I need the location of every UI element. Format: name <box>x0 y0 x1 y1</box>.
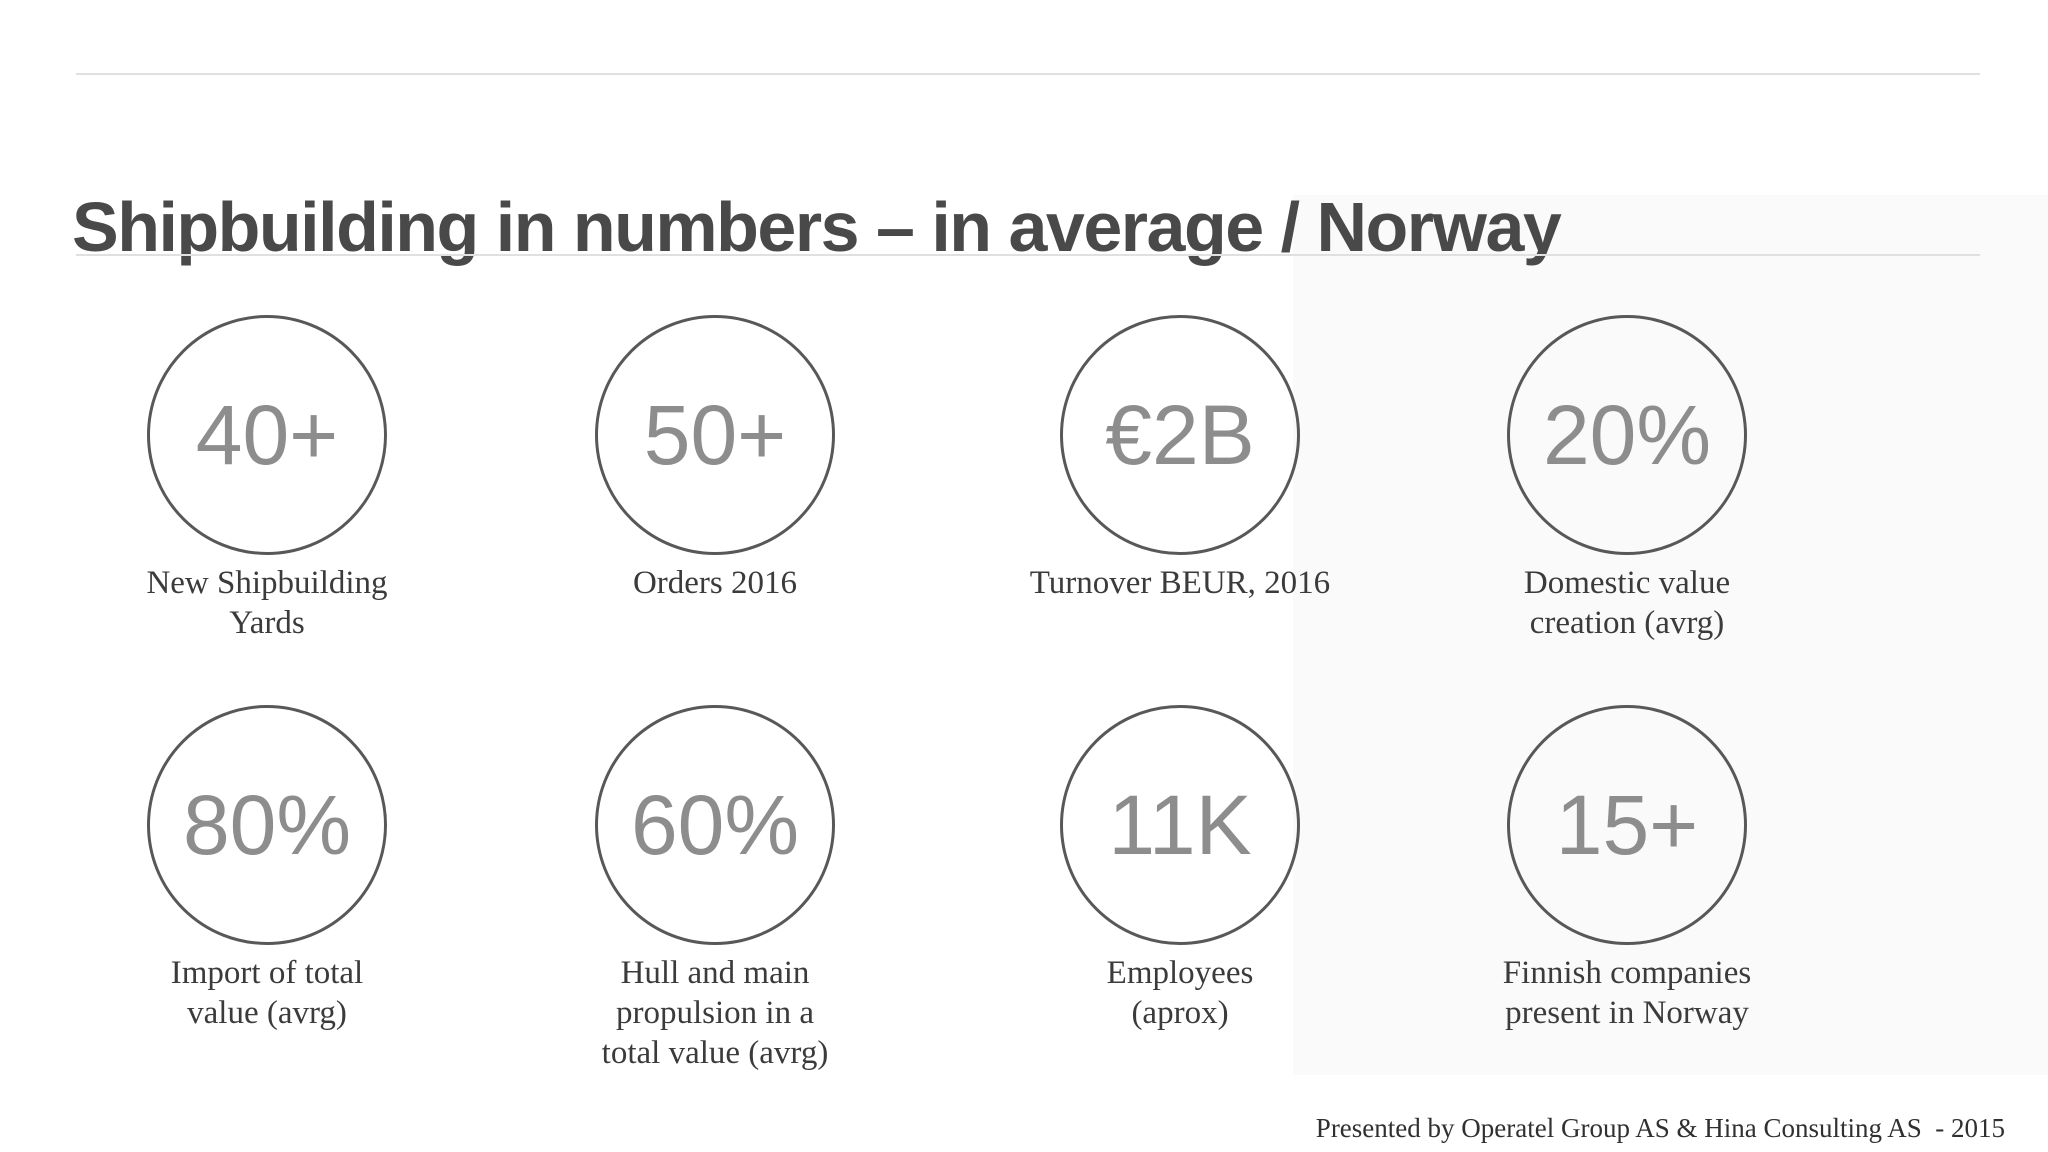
stat-value: 15+ <box>1555 778 1699 872</box>
stat-label: Domestic value creation (avrg) <box>1523 565 1731 641</box>
stat-value: 11K <box>1108 778 1252 872</box>
stat-circle: €2B <box>1060 315 1300 555</box>
stat-circle: 11K <box>1060 705 1300 945</box>
stat-label: Orders 2016 <box>632 565 798 601</box>
stat-label: Finnish companies present in Norway <box>1502 955 1752 1031</box>
top-separator-line <box>76 73 1980 75</box>
stat-value: 80% <box>182 778 352 872</box>
stat-circle: 40+ <box>147 315 387 555</box>
stat-card-orders-2016: 50+ Orders 2016 <box>485 315 945 603</box>
stat-label: Turnover BEUR, 2016 <box>1029 565 1331 601</box>
stat-label: New Shipbuilding Yards <box>146 565 388 641</box>
stat-circle: 15+ <box>1507 705 1747 945</box>
stat-value: 60% <box>630 778 800 872</box>
stat-card-employees: 11K Employees (aprox) <box>950 705 1410 1033</box>
stat-value: 50+ <box>643 388 787 482</box>
stat-card-domestic-value-creation: 20% Domestic value creation (avrg) <box>1397 315 1857 643</box>
slide-title: Shipbuilding in numbers – in average / N… <box>72 187 1562 266</box>
stat-card-finnish-companies: 15+ Finnish companies present in Norway <box>1397 705 1857 1033</box>
stat-value: €2B <box>1105 388 1255 482</box>
stat-circle: 80% <box>147 705 387 945</box>
footer-credit: Presented by Operatel Group AS & Hina Co… <box>1315 1113 2005 1143</box>
stat-circle: 20% <box>1507 315 1747 555</box>
title-separator-line <box>76 254 1980 256</box>
stat-value: 40+ <box>195 388 339 482</box>
stat-label: Import of total value (avrg) <box>170 955 364 1031</box>
stat-circle: 60% <box>595 705 835 945</box>
stat-label: Employees (aprox) <box>1106 955 1254 1031</box>
stat-circle: 50+ <box>595 315 835 555</box>
stat-value: 20% <box>1542 388 1712 482</box>
stat-card-new-shipbuilding-yards: 40+ New Shipbuilding Yards <box>37 315 497 643</box>
stat-label: Hull and main propulsion in a total valu… <box>601 955 829 1071</box>
stat-card-hull-and-main-propulsion: 60% Hull and main propulsion in a total … <box>485 705 945 1073</box>
stat-card-turnover: €2B Turnover BEUR, 2016 <box>950 315 1410 603</box>
stat-card-import-of-total-value: 80% Import of total value (avrg) <box>37 705 497 1033</box>
